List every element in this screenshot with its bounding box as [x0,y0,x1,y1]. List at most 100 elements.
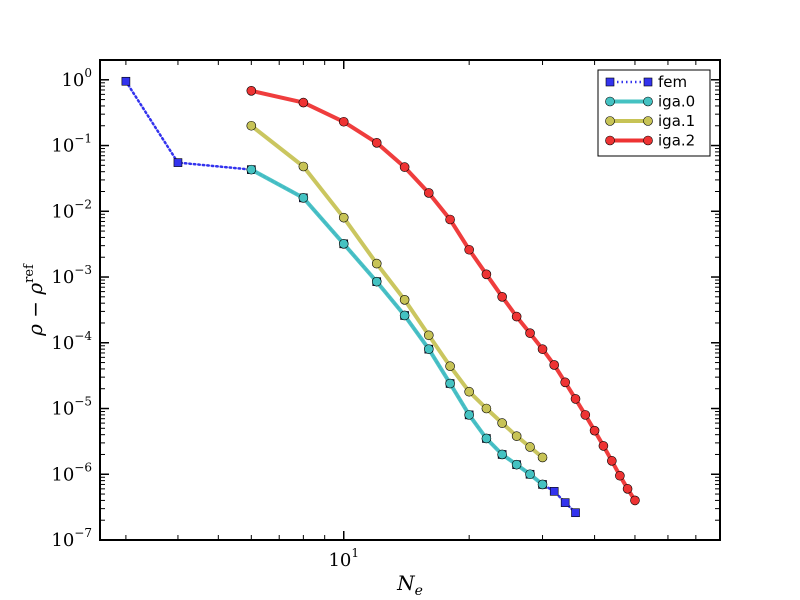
y-tick-label-exponent: −5 [74,395,92,409]
data-point-iga.0 [371,276,382,287]
legend-marker-fem [605,77,615,87]
data-point-iga.2 [399,162,410,172]
data-point-iga.0 [537,479,548,490]
data-point-iga.1 [537,452,548,463]
legend-label-iga.1: iga.1 [658,112,695,130]
series-iga.2 [246,86,640,506]
y-tick-label-base: 10 [51,530,74,551]
y-tick-label: 10−4 [51,329,92,354]
data-point-iga.2 [615,470,625,481]
series-iga.0 [246,164,548,490]
x-tick-label: 101 [328,546,359,571]
y-tick-label-exponent: 0 [84,66,92,80]
legend-marker-fem [643,77,653,87]
y-tick-label: 10−7 [51,526,92,551]
x-axis-label-main: N [396,571,416,595]
data-point-iga.2 [464,244,474,255]
y-tick-label: 10−5 [51,395,92,420]
legend-label-iga.0: iga.0 [658,93,695,111]
legend-label-fem: fem [658,73,687,91]
y-tick-label-exponent: −4 [74,329,92,343]
y-tick-label-base: 10 [51,399,74,420]
series-layer [121,76,640,518]
legend-marker-iga.0 [643,96,653,107]
data-point-iga.1 [445,361,455,372]
y-axis-label-main: ρ − ρ [23,283,47,337]
data-point-iga.0 [399,310,410,321]
data-point-iga.0 [464,410,474,420]
legend-marker-iga.2 [605,135,615,146]
legend-marker-iga.2 [643,135,653,146]
plot-frame [99,59,721,541]
y-tick-label-exponent: −2 [74,197,92,211]
data-point-iga.2 [537,344,548,354]
data-point-fem [173,158,183,167]
data-point-iga.2 [481,269,492,280]
data-point-iga.2 [580,410,591,420]
legend-item-iga.0: iga.0 [605,93,695,111]
y-tick-label: 10−2 [51,197,92,222]
data-point-iga.1 [298,161,309,172]
legend-marker-iga.1 [643,116,653,126]
data-point-iga.1 [511,431,522,441]
data-point-iga.2 [525,328,535,338]
y-tick-label: 10−1 [51,132,92,157]
data-point-fem [121,76,131,86]
data-point-iga.2 [511,311,522,322]
data-point-iga.1 [338,212,349,223]
data-point-iga.2 [298,97,309,108]
y-tick-label-base: 10 [51,333,74,354]
data-point-iga.0 [445,378,455,389]
data-point-iga.1 [481,403,492,414]
data-point-iga.1 [497,418,507,428]
y-axis-label-superscript: ref [22,263,37,283]
data-point-iga.2 [560,377,570,388]
y-tick-label-base: 10 [51,201,74,222]
data-point-iga.1 [246,120,257,131]
y-tick-label-base: 10 [51,464,74,485]
data-point-iga.2 [423,188,434,198]
data-point-iga.0 [423,344,434,354]
y-tick-label-base: 10 [51,267,74,288]
data-point-iga.0 [298,193,309,203]
y-tick-label-exponent: −6 [74,460,92,474]
y-tick-label-base: 10 [61,70,84,91]
data-point-iga.1 [399,295,410,305]
x-axis-label: Ne [396,571,423,599]
legend-item-iga.2: iga.2 [605,132,695,150]
x-tick-label-base: 10 [328,550,351,571]
data-point-iga.0 [511,459,522,470]
data-point-iga.2 [589,425,600,436]
data-point-iga.2 [549,360,560,370]
data-point-iga.0 [246,164,257,175]
y-tick-label-base: 10 [51,136,74,157]
data-point-iga.2 [246,86,257,96]
data-point-iga.2 [445,214,455,225]
legend-marker-iga.0 [605,96,615,107]
x-tick-label-exponent: 1 [351,546,359,560]
data-point-iga.2 [570,394,581,404]
data-point-iga.0 [525,469,535,480]
data-point-iga.2 [371,138,382,148]
data-point-iga.1 [464,386,474,397]
data-point-iga.1 [423,330,434,341]
legend-marker-iga.1 [605,116,615,126]
legend-item-fem: fem [605,73,687,91]
data-point-iga.2 [630,495,640,506]
data-point-fem [560,498,570,507]
data-point-iga.2 [622,484,633,494]
data-point-fem [549,487,559,496]
y-tick-label-exponent: −7 [74,526,92,540]
data-point-iga.1 [371,258,382,269]
data-point-iga.0 [338,239,349,249]
x-axis-label-subscript: e [415,583,423,599]
y-tick-label: 10−3 [51,263,92,288]
data-point-iga.2 [598,441,609,451]
y-axis-label: ρ − ρref [22,263,47,337]
data-point-iga.0 [497,449,507,460]
data-point-iga.2 [497,292,507,302]
legend-item-iga.1: iga.1 [605,112,695,130]
data-point-fem [571,508,580,518]
